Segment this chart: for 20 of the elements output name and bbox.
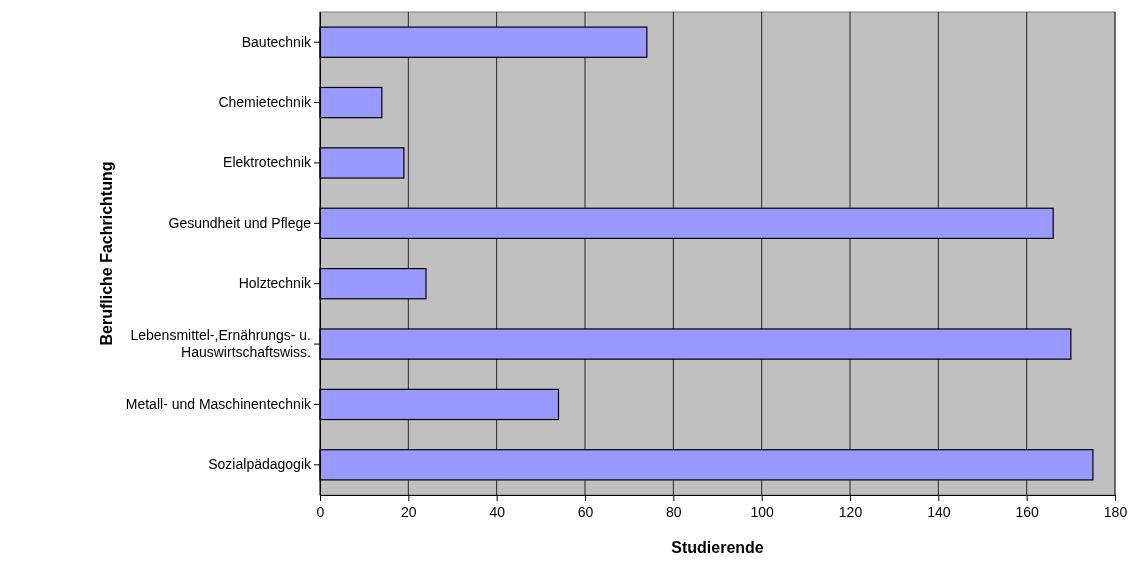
x-tick-label: 100 [750, 503, 775, 520]
y-axis-title: Berufliche Fachrichtung [97, 161, 115, 346]
x-tick-label: 40 [489, 503, 506, 520]
y-tick-label: Bautechnik [241, 33, 312, 50]
y-tick-label: Lebensmittel-,Ernährungs- u. Hauswirtschaftswiss. [130, 327, 311, 360]
y-tick-label: Gesundheit und Pflege [168, 214, 312, 231]
x-tick-label: 160 [1015, 503, 1040, 520]
x-tick-label: 0 [316, 503, 325, 520]
x-tick-label: 80 [666, 503, 682, 520]
y-tick-label: Metall- und Maschinentechnik [125, 395, 312, 412]
x-tick-label: 60 [577, 503, 594, 520]
y-tick-label: Elektrotechnik [223, 154, 312, 171]
x-tick-label: 180 [1103, 503, 1128, 520]
y-tick-label: Chemietechnik [218, 94, 312, 111]
x-tick-label: 20 [401, 503, 417, 520]
x-tick-label: 120 [838, 503, 863, 520]
y-tick-label: Sozialpädagogik [208, 456, 312, 473]
x-axis-title: Studierende [671, 539, 764, 556]
y-tick-label: Holztechnik [238, 275, 312, 292]
x-tick-label: 140 [927, 503, 951, 520]
